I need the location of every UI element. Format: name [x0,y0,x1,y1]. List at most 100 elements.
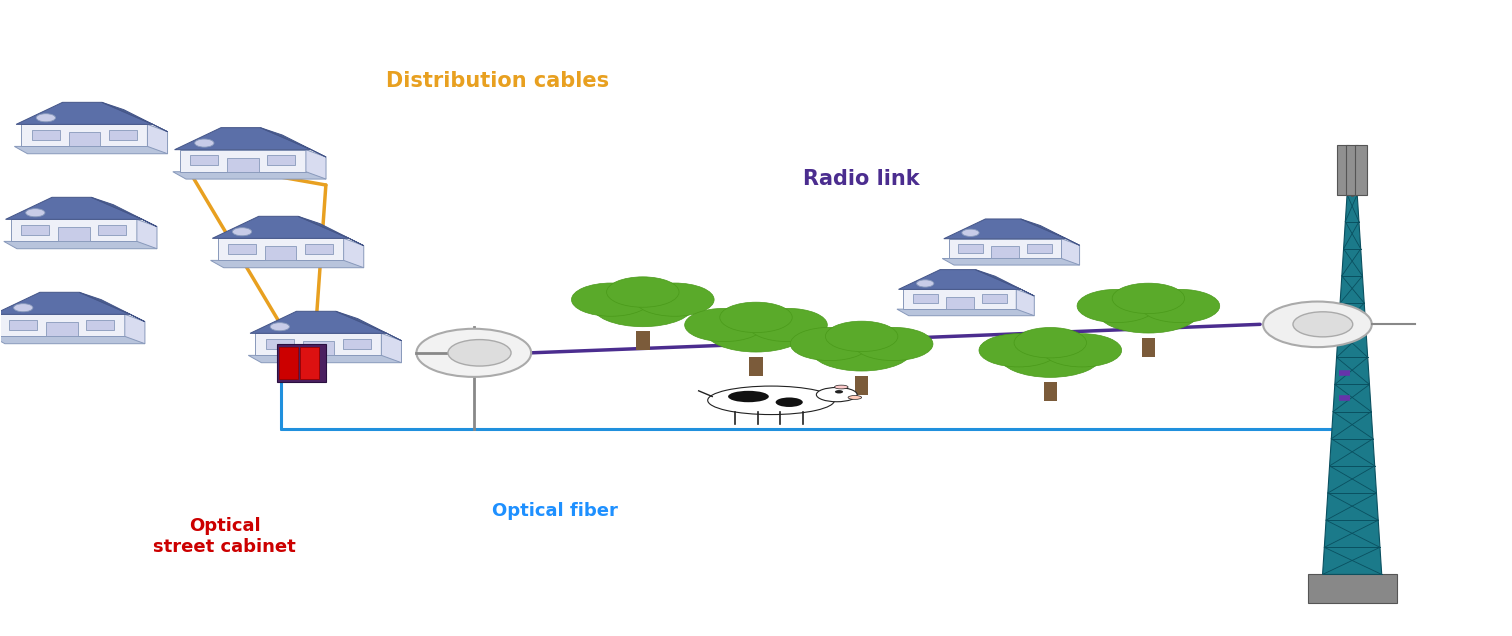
Polygon shape [45,322,77,336]
Polygon shape [68,132,100,146]
Bar [299,347,319,379]
Circle shape [1042,334,1122,367]
Bar [1142,338,1155,357]
Circle shape [26,209,45,217]
Circle shape [591,284,694,327]
Circle shape [916,280,934,287]
Polygon shape [381,333,402,363]
Polygon shape [21,225,50,235]
Circle shape [1293,312,1353,337]
Polygon shape [15,146,168,154]
Polygon shape [975,270,1034,296]
Polygon shape [336,311,402,341]
Polygon shape [913,294,937,303]
Ellipse shape [776,398,803,407]
Circle shape [416,329,531,377]
Polygon shape [1323,195,1382,574]
Circle shape [1098,290,1199,333]
Polygon shape [305,149,327,179]
Polygon shape [302,342,334,356]
Circle shape [720,302,792,333]
Polygon shape [266,339,293,349]
Polygon shape [91,197,157,226]
Bar [637,331,650,350]
Polygon shape [138,219,157,249]
Circle shape [1077,289,1157,322]
Polygon shape [945,296,974,309]
Bar [750,357,762,376]
Polygon shape [1061,238,1080,265]
Polygon shape [268,155,295,165]
Bar [1355,145,1367,195]
Polygon shape [1027,244,1052,252]
Polygon shape [57,228,89,242]
Polygon shape [174,128,311,149]
Circle shape [705,309,807,352]
Bar [278,347,298,379]
Polygon shape [942,258,1080,265]
Polygon shape [298,216,364,245]
Polygon shape [903,289,1016,309]
Polygon shape [981,294,1007,303]
Polygon shape [125,314,145,343]
Circle shape [195,139,215,147]
Polygon shape [79,293,145,322]
Bar [1043,382,1057,401]
Polygon shape [943,219,1066,238]
Circle shape [999,335,1101,377]
Bar [277,344,325,382]
Polygon shape [5,242,157,249]
Text: Radio link: Radio link [803,169,919,189]
Circle shape [1113,283,1184,314]
Polygon shape [260,128,327,157]
Polygon shape [249,311,387,333]
Polygon shape [212,216,349,238]
Circle shape [810,328,913,371]
Polygon shape [98,225,127,235]
Polygon shape [109,130,138,140]
Polygon shape [86,320,115,329]
Bar [1337,145,1349,195]
Polygon shape [1016,289,1034,315]
Polygon shape [21,125,148,146]
Circle shape [14,303,33,312]
Polygon shape [172,172,327,179]
Polygon shape [897,309,1034,315]
Circle shape [36,114,56,121]
Circle shape [835,390,844,394]
Polygon shape [948,238,1061,258]
Polygon shape [11,219,138,242]
Polygon shape [0,336,145,343]
Circle shape [572,283,650,316]
Circle shape [606,277,679,307]
Polygon shape [0,293,130,314]
Circle shape [748,308,827,342]
Ellipse shape [848,396,862,399]
Polygon shape [227,158,259,172]
Circle shape [635,283,714,316]
Polygon shape [218,238,343,260]
Text: Optical
street cabinet: Optical street cabinet [153,517,296,556]
Polygon shape [898,270,1021,289]
Bar [854,376,868,395]
Circle shape [791,328,869,361]
Polygon shape [32,130,60,140]
Ellipse shape [835,385,848,389]
Polygon shape [343,339,370,349]
Circle shape [962,229,980,237]
Polygon shape [191,155,218,165]
Circle shape [1015,328,1087,358]
Bar [1308,574,1397,603]
Circle shape [233,228,251,236]
Polygon shape [228,244,256,254]
Circle shape [1140,289,1220,322]
Polygon shape [9,320,38,329]
Ellipse shape [729,391,768,402]
Circle shape [271,322,289,331]
Text: Optical fiber: Optical fiber [491,502,618,520]
Polygon shape [6,197,142,219]
Polygon shape [265,246,296,260]
Polygon shape [959,244,983,252]
Polygon shape [990,246,1019,258]
Polygon shape [256,333,381,356]
